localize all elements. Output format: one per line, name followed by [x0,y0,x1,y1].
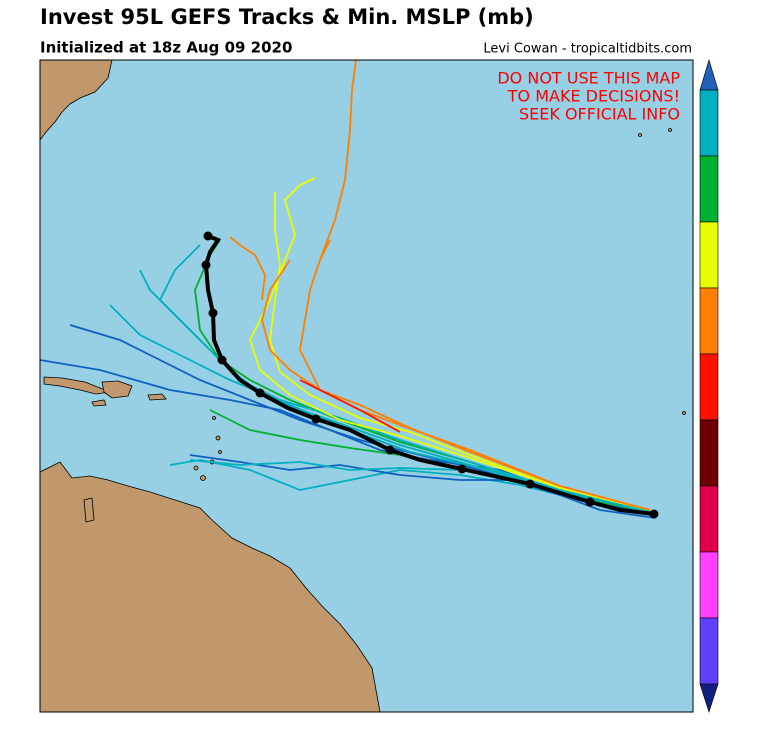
track-point [208,308,218,318]
warning-line: SEEK OFFICIAL INFO [519,105,680,124]
warning: DO NOT USE THIS MAP TO MAKE DECISIONS! S… [497,69,680,124]
track-point [649,509,659,519]
map-frame [39,59,694,713]
track-point [311,414,321,424]
track-point [385,445,395,455]
track-point [525,479,535,489]
track-point [217,355,227,365]
land [40,60,686,712]
track-point [255,388,265,398]
credit: Levi Cowan - tropicaltidbits.com [483,42,692,57]
title: Invest 95L GEFS Tracks & Min. MSLP (mb) [40,5,534,29]
colorbar [699,58,719,713]
warning-line: TO MAKE DECISIONS! [507,87,680,106]
track-point [585,497,595,507]
track-point [201,260,211,270]
track-point [203,231,213,241]
mean-track-points [201,231,659,519]
warning-line: DO NOT USE THIS MAP [497,69,680,88]
track-point [457,464,467,474]
subtitle: Initialized at 18z Aug 09 2020 [40,39,292,57]
map-area: DO NOT USE THIS MAP TO MAKE DECISIONS! S… [40,60,693,712]
